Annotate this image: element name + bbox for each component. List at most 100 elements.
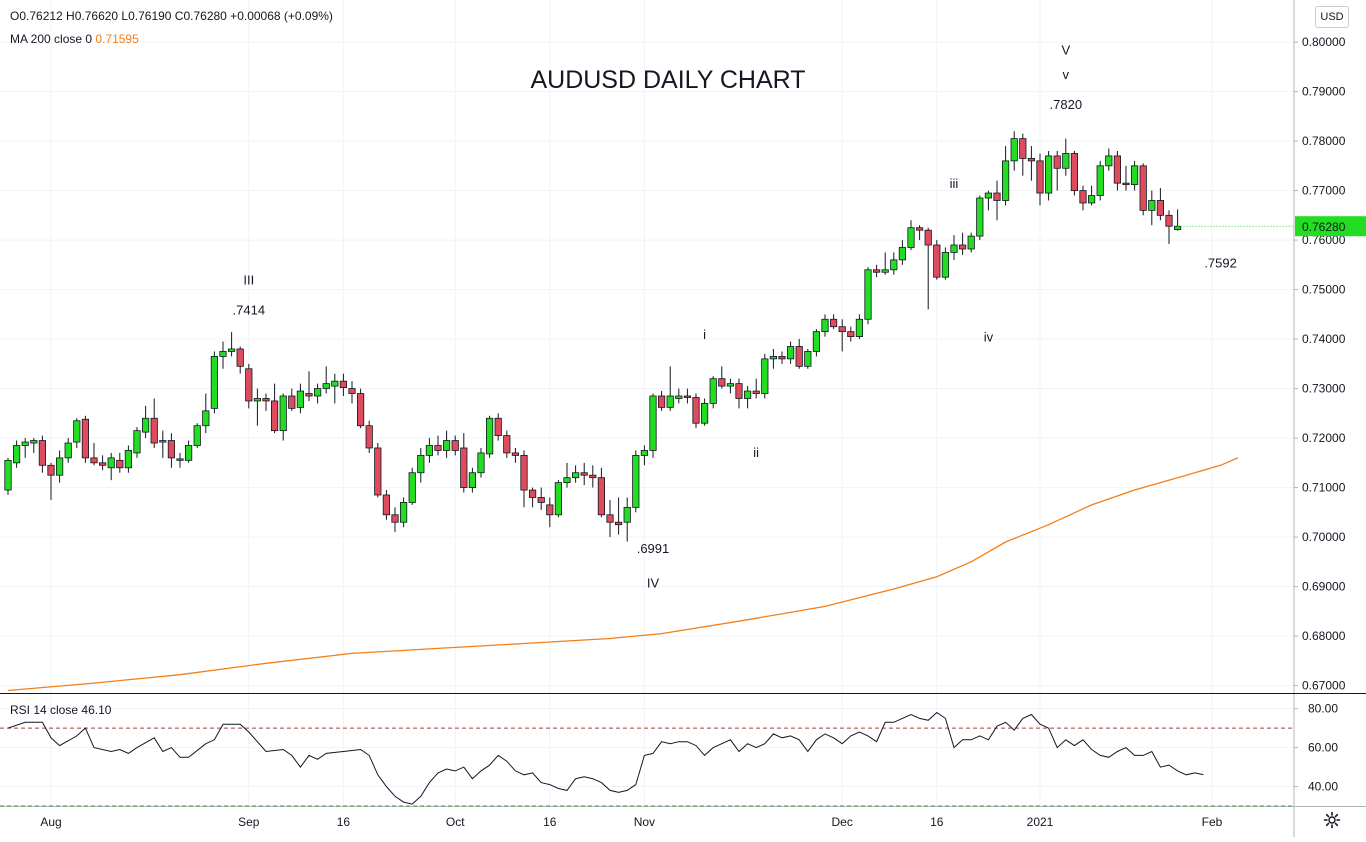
- candle-body: [1113, 155, 1121, 184]
- candle: [1148, 190, 1156, 226]
- candle-body: [933, 244, 941, 278]
- candle-body: [744, 390, 752, 399]
- candle: [141, 405, 150, 439]
- candle-body: [511, 452, 520, 456]
- candle: [1045, 150, 1053, 201]
- candle: [296, 383, 305, 414]
- y-tick-label: 0.69000: [1302, 580, 1346, 594]
- candle-body: [1131, 165, 1139, 186]
- candle: [787, 341, 795, 364]
- ohlc-text: O0.76212 H0.76620 L0.76190 C0.76280 +0.0…: [10, 9, 333, 23]
- ma-value: 0.71595: [95, 32, 139, 46]
- candle: [356, 388, 365, 429]
- candle-body: [236, 348, 244, 367]
- candle-body: [434, 445, 442, 451]
- candle: [245, 363, 253, 409]
- candle-body: [305, 393, 313, 397]
- candle-body: [38, 440, 47, 466]
- candle: [184, 440, 193, 463]
- candle: [795, 339, 803, 369]
- candle: [1156, 188, 1164, 221]
- candle-body: [1122, 182, 1130, 186]
- ohlc-legend: O0.76212 H0.76620 L0.76190 C0.76280 +0.0…: [10, 9, 333, 23]
- candle-body: [976, 197, 984, 237]
- candle-body: [202, 410, 210, 427]
- wave-label: iv: [984, 330, 994, 345]
- wave-label: .7414: [233, 302, 266, 317]
- candle-body: [503, 435, 511, 454]
- candle-body: [1062, 153, 1070, 169]
- candle-body: [855, 318, 864, 337]
- candle-body: [873, 269, 881, 273]
- wave-label: V: [1061, 42, 1070, 57]
- candle-body: [632, 454, 640, 508]
- candle: [735, 378, 743, 409]
- ma-label: MA 200 close 0: [10, 32, 93, 46]
- candle: [417, 447, 425, 483]
- candle-body: [838, 326, 846, 333]
- candle: [167, 433, 175, 468]
- candle-body: [494, 417, 502, 436]
- candle: [881, 252, 889, 275]
- candle: [563, 462, 571, 488]
- candle-body: [1088, 195, 1096, 204]
- x-tick-label: Aug: [40, 815, 61, 829]
- candle-body: [1010, 138, 1018, 162]
- candle: [589, 465, 597, 488]
- currency-button[interactable]: USD: [1315, 6, 1349, 28]
- candle-body: [606, 514, 614, 523]
- candle-body: [967, 235, 975, 250]
- candle: [1174, 209, 1182, 231]
- candle: [873, 264, 881, 278]
- candle-body: [580, 472, 588, 476]
- candle: [176, 452, 184, 468]
- candle-body: [1036, 160, 1044, 194]
- candle: [434, 435, 442, 456]
- x-tick-label: Sep: [238, 815, 260, 829]
- candle-body: [1148, 200, 1156, 211]
- candle-body: [30, 440, 38, 444]
- candle: [554, 480, 563, 518]
- candle-body: [537, 497, 545, 503]
- candle: [898, 240, 907, 265]
- rsi-value: 46.10: [81, 703, 112, 717]
- candle: [993, 180, 1001, 221]
- rsi-layer: [0, 711, 1294, 807]
- last-price-label: 0.76280: [1302, 220, 1346, 234]
- candle: [4, 457, 12, 495]
- candle-body: [133, 430, 141, 454]
- x-tick-label: 2021: [1027, 815, 1054, 829]
- candle-body: [262, 398, 270, 402]
- candle-body: [959, 244, 967, 250]
- settings-gear-icon[interactable]: [1323, 811, 1341, 829]
- candle: [1165, 210, 1173, 245]
- candle-body: [21, 441, 29, 446]
- candle: [1002, 146, 1010, 206]
- candle: [726, 378, 735, 394]
- candle: [81, 415, 89, 463]
- candle: [477, 447, 485, 478]
- candle-body: [898, 247, 907, 261]
- x-tick-label: Dec: [832, 815, 853, 829]
- candle-body: [56, 457, 64, 476]
- candle-body: [81, 418, 89, 459]
- candle: [460, 433, 468, 493]
- candle: [193, 423, 201, 448]
- candle: [21, 438, 29, 458]
- candle-body: [1165, 214, 1173, 227]
- chart-title: AUDUSD DAILY CHART: [530, 66, 805, 94]
- candle-body: [313, 388, 322, 397]
- candle: [683, 388, 692, 404]
- candle-body: [890, 259, 898, 271]
- candle-body: [572, 472, 580, 479]
- candle: [408, 467, 416, 505]
- y-tick-label: 0.72000: [1302, 431, 1346, 445]
- candle: [150, 398, 158, 448]
- candle: [666, 366, 674, 411]
- candle: [382, 490, 391, 520]
- candle: [236, 346, 244, 374]
- candle: [159, 430, 167, 458]
